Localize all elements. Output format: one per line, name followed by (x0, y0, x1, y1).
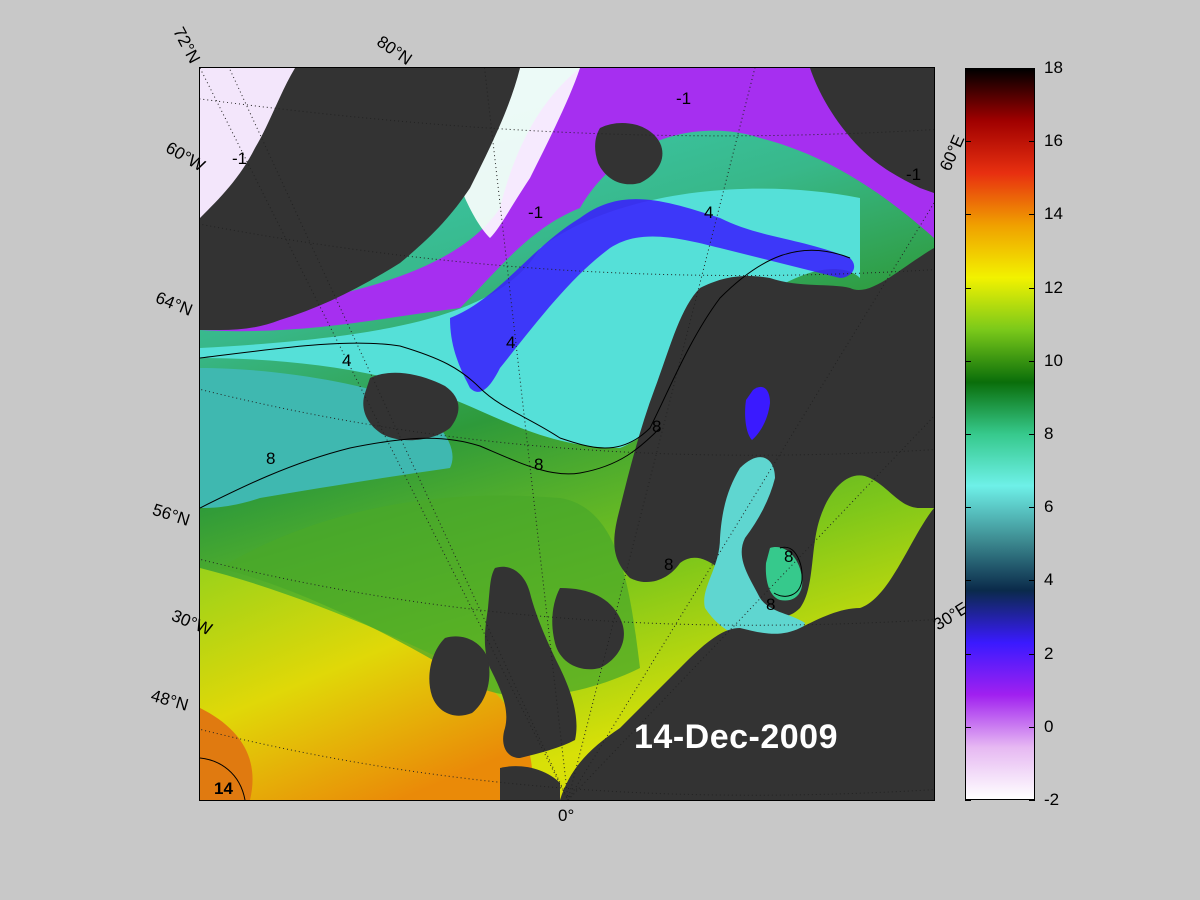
colorbar-tick-mark (1029, 360, 1035, 362)
contour-label: 4 (506, 333, 515, 352)
colorbar-tick-label: 2 (1044, 643, 1054, 663)
contour-label: 8 (534, 455, 543, 474)
lat-label-56n: 56°N (150, 500, 193, 530)
contour-label: 8 (766, 595, 775, 614)
lon-label-0: 0° (558, 806, 575, 825)
colorbar-tick-mark (1029, 434, 1035, 435)
ireland-landmass (429, 636, 490, 716)
sst-map-canvas: -1 -1 -1 -1 4 4 4 8 8 8 8 8 8 14 (200, 68, 934, 800)
lat-label-80n: 80°N (373, 32, 416, 69)
novaya-zemlya-landmass (810, 68, 934, 193)
contour-label: 8 (266, 449, 275, 468)
colorbar-tick-mark (965, 434, 971, 435)
contour-label: 4 (704, 203, 713, 222)
colorbar-tick-mark (1029, 580, 1035, 582)
colorbar-tick-mark (965, 360, 971, 362)
contour-label: -1 (232, 149, 247, 168)
denmark-landmass (552, 588, 624, 670)
great-britain-landmass (484, 566, 577, 758)
colorbar-tick-mark (965, 214, 971, 216)
contour-lines (200, 249, 851, 800)
contour-label: -1 (676, 89, 691, 108)
lat-label-64n: 64°N (152, 288, 196, 320)
lat-label-48n: 48°N (148, 686, 191, 715)
colorbar-tick-mark (965, 800, 971, 801)
colorbar-tick-label: 10 (1044, 350, 1063, 370)
date-label: 14-Dec-2009 (634, 718, 838, 756)
iceland-landmass (363, 372, 459, 441)
contour-label: -1 (906, 165, 921, 184)
scandinavia-landmass (614, 248, 934, 617)
colorbar-tick-mark (1029, 214, 1035, 216)
france-landmass (500, 766, 560, 800)
colorbar-tick-label: 4 (1044, 570, 1054, 590)
colorbar-tick-mark (1029, 507, 1035, 509)
svalbard-landmass (595, 123, 663, 185)
europe-landmass (560, 508, 934, 800)
map-border (199, 67, 935, 801)
colorbar-tick-label: 18 (1044, 58, 1063, 77)
colorbar-tick-mark (965, 287, 971, 289)
colorbar (965, 68, 1035, 800)
colorbar-tick-mark (1029, 68, 1035, 69)
colorbar-tick-label: 8 (1044, 424, 1054, 443)
gulf-of-bothnia-cold (745, 386, 770, 440)
colorbar-tick-mark (965, 580, 971, 582)
colorbar-tick-label: 14 (1044, 204, 1063, 224)
colorbar-tick-mark (1029, 141, 1035, 143)
colorbar-tick-label: 16 (1044, 131, 1063, 151)
warm-water-region (200, 568, 533, 800)
colorbar-tick-mark (1029, 800, 1035, 801)
colorbar-tick-mark (1029, 726, 1035, 728)
colorbar-tick-mark (965, 653, 971, 655)
colorbar-tick-mark (965, 507, 971, 509)
lat-label-72n: 72°N (169, 24, 204, 67)
colorbar-tick-label: 6 (1044, 497, 1054, 517)
graticule (200, 68, 934, 800)
colorbar-tick-mark (965, 141, 971, 143)
warmest-water-region (200, 708, 253, 800)
contour-label: 8 (664, 555, 673, 574)
contour-label: 14 (214, 779, 233, 798)
contour-label: 8 (784, 547, 793, 566)
baltic-sea (704, 457, 805, 640)
colorbar-tick-mark (1029, 653, 1035, 655)
colorbar-tick-label: -2 (1044, 790, 1060, 809)
colorbar-tick-label: 12 (1044, 277, 1063, 297)
greenland-landmass (200, 68, 520, 330)
contour-label: -1 (528, 203, 543, 222)
colorbar-tick-mark (1029, 287, 1035, 289)
cold-water-band (200, 68, 934, 332)
sst-map: -1 -1 -1 -1 4 4 4 8 8 8 8 8 8 14 14-Dec-… (200, 68, 934, 800)
contour-label: 4 (342, 351, 351, 370)
contour-label: 8 (652, 417, 661, 436)
colorbar-tick-mark (965, 726, 971, 728)
very-cold-water-band (450, 199, 855, 392)
colorbar-tick-mark (965, 68, 971, 69)
colorbar-tick-label: 0 (1044, 716, 1054, 736)
